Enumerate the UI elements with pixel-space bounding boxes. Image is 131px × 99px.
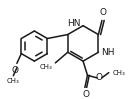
- Text: O: O: [99, 8, 106, 17]
- Text: O: O: [95, 73, 103, 82]
- Text: HN: HN: [67, 19, 80, 28]
- Text: CH₃: CH₃: [112, 70, 125, 76]
- Text: O: O: [82, 90, 89, 99]
- Text: CH₃: CH₃: [40, 64, 53, 70]
- Text: NH: NH: [101, 48, 115, 57]
- Text: CH₃: CH₃: [7, 78, 20, 84]
- Text: O: O: [12, 66, 19, 75]
